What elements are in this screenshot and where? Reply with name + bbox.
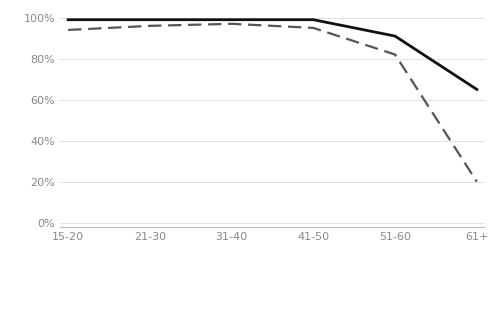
manual <box>228 22 234 26</box>
nonmanual <box>474 88 480 91</box>
nonmanual <box>310 18 316 22</box>
nonmanual <box>228 18 234 22</box>
manual <box>474 180 480 184</box>
manual <box>65 28 71 32</box>
nonmanual <box>392 34 398 38</box>
manual <box>147 24 153 28</box>
Line: nonmanual: nonmanual <box>68 20 477 89</box>
manual <box>310 26 316 30</box>
nonmanual <box>65 18 71 22</box>
nonmanual <box>147 18 153 22</box>
Line: manual: manual <box>68 24 477 182</box>
manual <box>392 53 398 56</box>
